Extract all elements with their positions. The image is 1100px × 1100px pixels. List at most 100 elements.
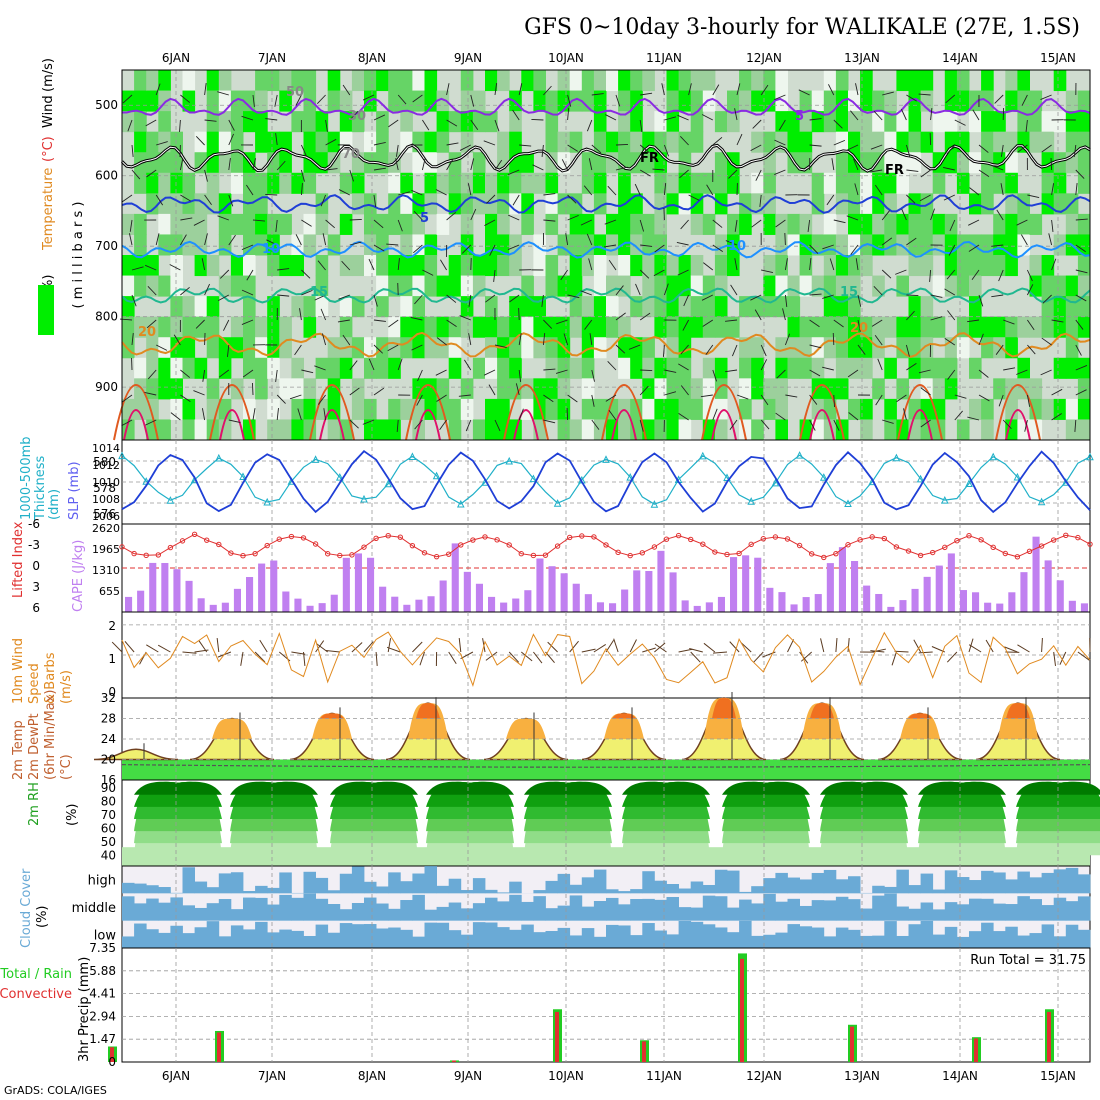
cape-bar	[221, 602, 229, 612]
rh-cell	[521, 213, 534, 235]
wind-barb	[446, 319, 457, 328]
date-label-bottom: 9JAN	[454, 1069, 482, 1083]
wind-barb	[604, 244, 617, 248]
rh-cell	[230, 131, 244, 153]
wind-barb	[774, 94, 786, 101]
cloud-block	[485, 897, 498, 921]
wind-barb	[543, 219, 556, 222]
li-marker	[1002, 550, 1008, 557]
rh-cell	[1041, 255, 1055, 277]
wind-barb	[930, 316, 943, 321]
rh-cell	[291, 172, 304, 194]
rh-cell	[702, 378, 716, 400]
li-marker	[615, 549, 621, 556]
rh-cell	[460, 213, 474, 235]
wind10-barb	[1017, 644, 1030, 653]
rh-cell	[593, 90, 607, 112]
precip-tick: 5.88	[89, 964, 116, 978]
rh-cell	[194, 234, 208, 256]
rh-cell	[944, 378, 958, 400]
rh-cell	[533, 90, 546, 112]
wind-barb	[395, 158, 399, 171]
wind-barb	[1016, 369, 1028, 375]
rh-cell	[460, 255, 474, 277]
rh-cell	[932, 275, 946, 297]
cloud-block	[872, 895, 885, 921]
rh-cell	[896, 378, 909, 400]
rh-cell	[218, 275, 232, 297]
rh-cell	[860, 111, 873, 133]
rh-cell	[497, 172, 510, 194]
rh-cell	[618, 337, 631, 359]
cloud-block	[194, 881, 208, 894]
wind-barb	[857, 344, 866, 355]
rh-cell	[908, 90, 922, 112]
wind-barb	[640, 244, 653, 247]
cloud-block	[618, 891, 631, 894]
wind-barb	[241, 319, 254, 325]
wind-barb	[809, 244, 819, 254]
rh-cell	[727, 255, 740, 277]
cloud-block	[448, 902, 462, 921]
rh-cell	[146, 337, 159, 359]
wind-barb	[155, 83, 161, 96]
rh-cell	[1017, 131, 1030, 153]
rh-cell	[158, 152, 171, 174]
wind-barb	[874, 335, 883, 346]
isotherm-25-hump	[405, 384, 451, 441]
wind-barb	[518, 369, 522, 382]
wind-barb	[509, 294, 520, 303]
temp-hump-warm	[506, 718, 546, 739]
wind-barb	[778, 119, 786, 131]
rh-cell	[751, 357, 764, 379]
cloud-label: Cloud Cover (%)	[19, 868, 50, 948]
cloud-block	[364, 924, 377, 948]
cape-bar	[451, 543, 459, 612]
wind-barb	[929, 269, 932, 282]
rh-cell	[1077, 111, 1091, 133]
rh-cell	[932, 172, 946, 194]
rh-cell	[908, 234, 922, 256]
cloud-block	[1077, 874, 1091, 894]
rh-cell	[460, 275, 474, 297]
wind-barb	[1051, 219, 1054, 232]
rh-cell	[848, 213, 861, 235]
li-marker	[1014, 554, 1021, 560]
cloud-block	[243, 929, 256, 948]
date-label-top: 11JAN	[646, 51, 682, 65]
rh-cell	[642, 213, 655, 235]
cloud-block	[981, 922, 994, 948]
wind-barb	[1075, 389, 1087, 396]
cape-tick: 1310	[92, 564, 120, 577]
rh-cell	[1041, 398, 1055, 420]
cape-bar	[500, 602, 508, 612]
cloud-block	[835, 879, 849, 894]
cloud-block	[1017, 896, 1030, 921]
cape-bar	[778, 592, 786, 612]
li-marker	[905, 548, 912, 554]
rh-cell	[569, 296, 583, 318]
rh-cell	[170, 357, 183, 379]
rh-cell	[424, 398, 438, 420]
rh-cell	[872, 172, 885, 194]
wind-barb	[567, 108, 570, 121]
rh-cell	[315, 213, 329, 235]
rh-cell	[436, 337, 450, 359]
rh-cell	[1041, 275, 1055, 297]
wind-barb	[411, 189, 423, 196]
wind-barb	[543, 368, 556, 371]
rh-cell	[981, 419, 994, 441]
cloud-block	[291, 897, 304, 921]
cape-tick: 1965	[92, 543, 120, 556]
rh-cell	[860, 213, 873, 235]
rh-cell	[364, 193, 377, 215]
rh-cell	[666, 357, 680, 379]
rh-cell	[860, 398, 873, 420]
rh-cell	[388, 70, 401, 92]
rh-cell	[1005, 213, 1018, 235]
rh-cell	[364, 213, 377, 235]
rh-cell	[835, 70, 849, 92]
rh-cell	[956, 90, 970, 112]
contour-label: FR	[640, 151, 659, 166]
wind-barb	[978, 169, 990, 178]
